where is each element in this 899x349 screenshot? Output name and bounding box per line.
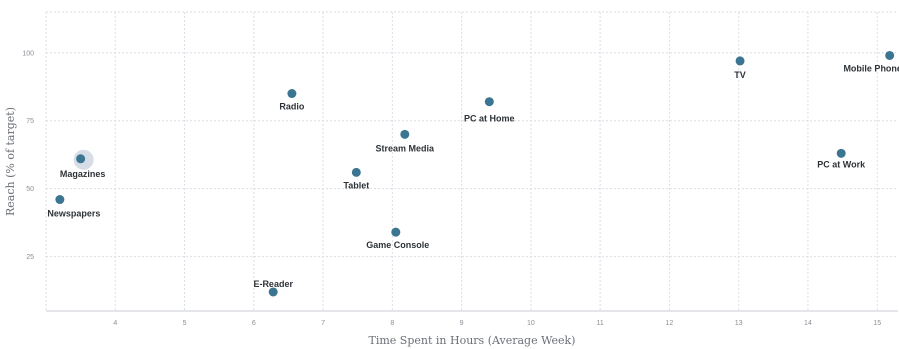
x-tick-label: 15 bbox=[873, 320, 881, 327]
data-point[interactable] bbox=[400, 129, 410, 139]
x-tick-label: 9 bbox=[460, 320, 464, 327]
data-point[interactable] bbox=[76, 154, 86, 164]
point-label: Stream Media bbox=[376, 143, 436, 153]
x-tick-label: 10 bbox=[527, 320, 535, 327]
x-tick-label: 13 bbox=[735, 320, 743, 327]
point-label: Mobile Phone bbox=[843, 63, 899, 73]
data-point[interactable] bbox=[735, 56, 745, 66]
point-label: PC at Work bbox=[817, 159, 866, 169]
point-label: PC at Home bbox=[464, 114, 515, 124]
x-tick-label: 11 bbox=[597, 320, 604, 327]
data-point[interactable] bbox=[55, 195, 65, 205]
x-tick-label: 6 bbox=[252, 320, 256, 327]
data-point[interactable] bbox=[484, 97, 494, 107]
x-tick-label: 14 bbox=[804, 320, 812, 327]
y-axis-title: Reach (% of target) bbox=[4, 107, 17, 216]
data-point[interactable] bbox=[351, 167, 361, 177]
point-label: TV bbox=[734, 70, 746, 80]
x-tick-label: 5 bbox=[183, 320, 187, 327]
point-label: Magazines bbox=[60, 169, 106, 179]
data-point[interactable] bbox=[836, 148, 846, 158]
data-point[interactable] bbox=[268, 287, 278, 297]
y-tick-label: 25 bbox=[26, 254, 34, 261]
x-tick-label: 7 bbox=[321, 320, 325, 327]
point-label: Game Console bbox=[366, 240, 429, 250]
x-tick-label: 12 bbox=[666, 320, 674, 327]
x-tick-label: 4 bbox=[113, 320, 117, 327]
y-tick-label: 50 bbox=[26, 186, 34, 193]
axes: 4 5 6 7 8 9 10 11 12 13 14 15 25 50 75 100 bbox=[22, 50, 898, 327]
point-label: Tablet bbox=[343, 180, 369, 190]
data-point[interactable] bbox=[885, 50, 895, 60]
point-label: Newspapers bbox=[47, 209, 100, 219]
point-label: E-Reader bbox=[253, 279, 293, 289]
data-point[interactable] bbox=[287, 89, 297, 99]
grid bbox=[45, 11, 898, 311]
y-tick-label: 75 bbox=[26, 118, 34, 125]
x-tick-label: 8 bbox=[390, 320, 394, 327]
data-points bbox=[55, 50, 895, 297]
y-tick-label: 100 bbox=[22, 50, 34, 57]
point-labels: Magazines Newspapers Radio Tablet Stream Med… bbox=[47, 63, 899, 288]
point-label: Radio bbox=[279, 102, 305, 112]
x-axis-title: Time Spent in Hours (Average Week) bbox=[369, 334, 576, 347]
data-point[interactable] bbox=[391, 227, 401, 237]
